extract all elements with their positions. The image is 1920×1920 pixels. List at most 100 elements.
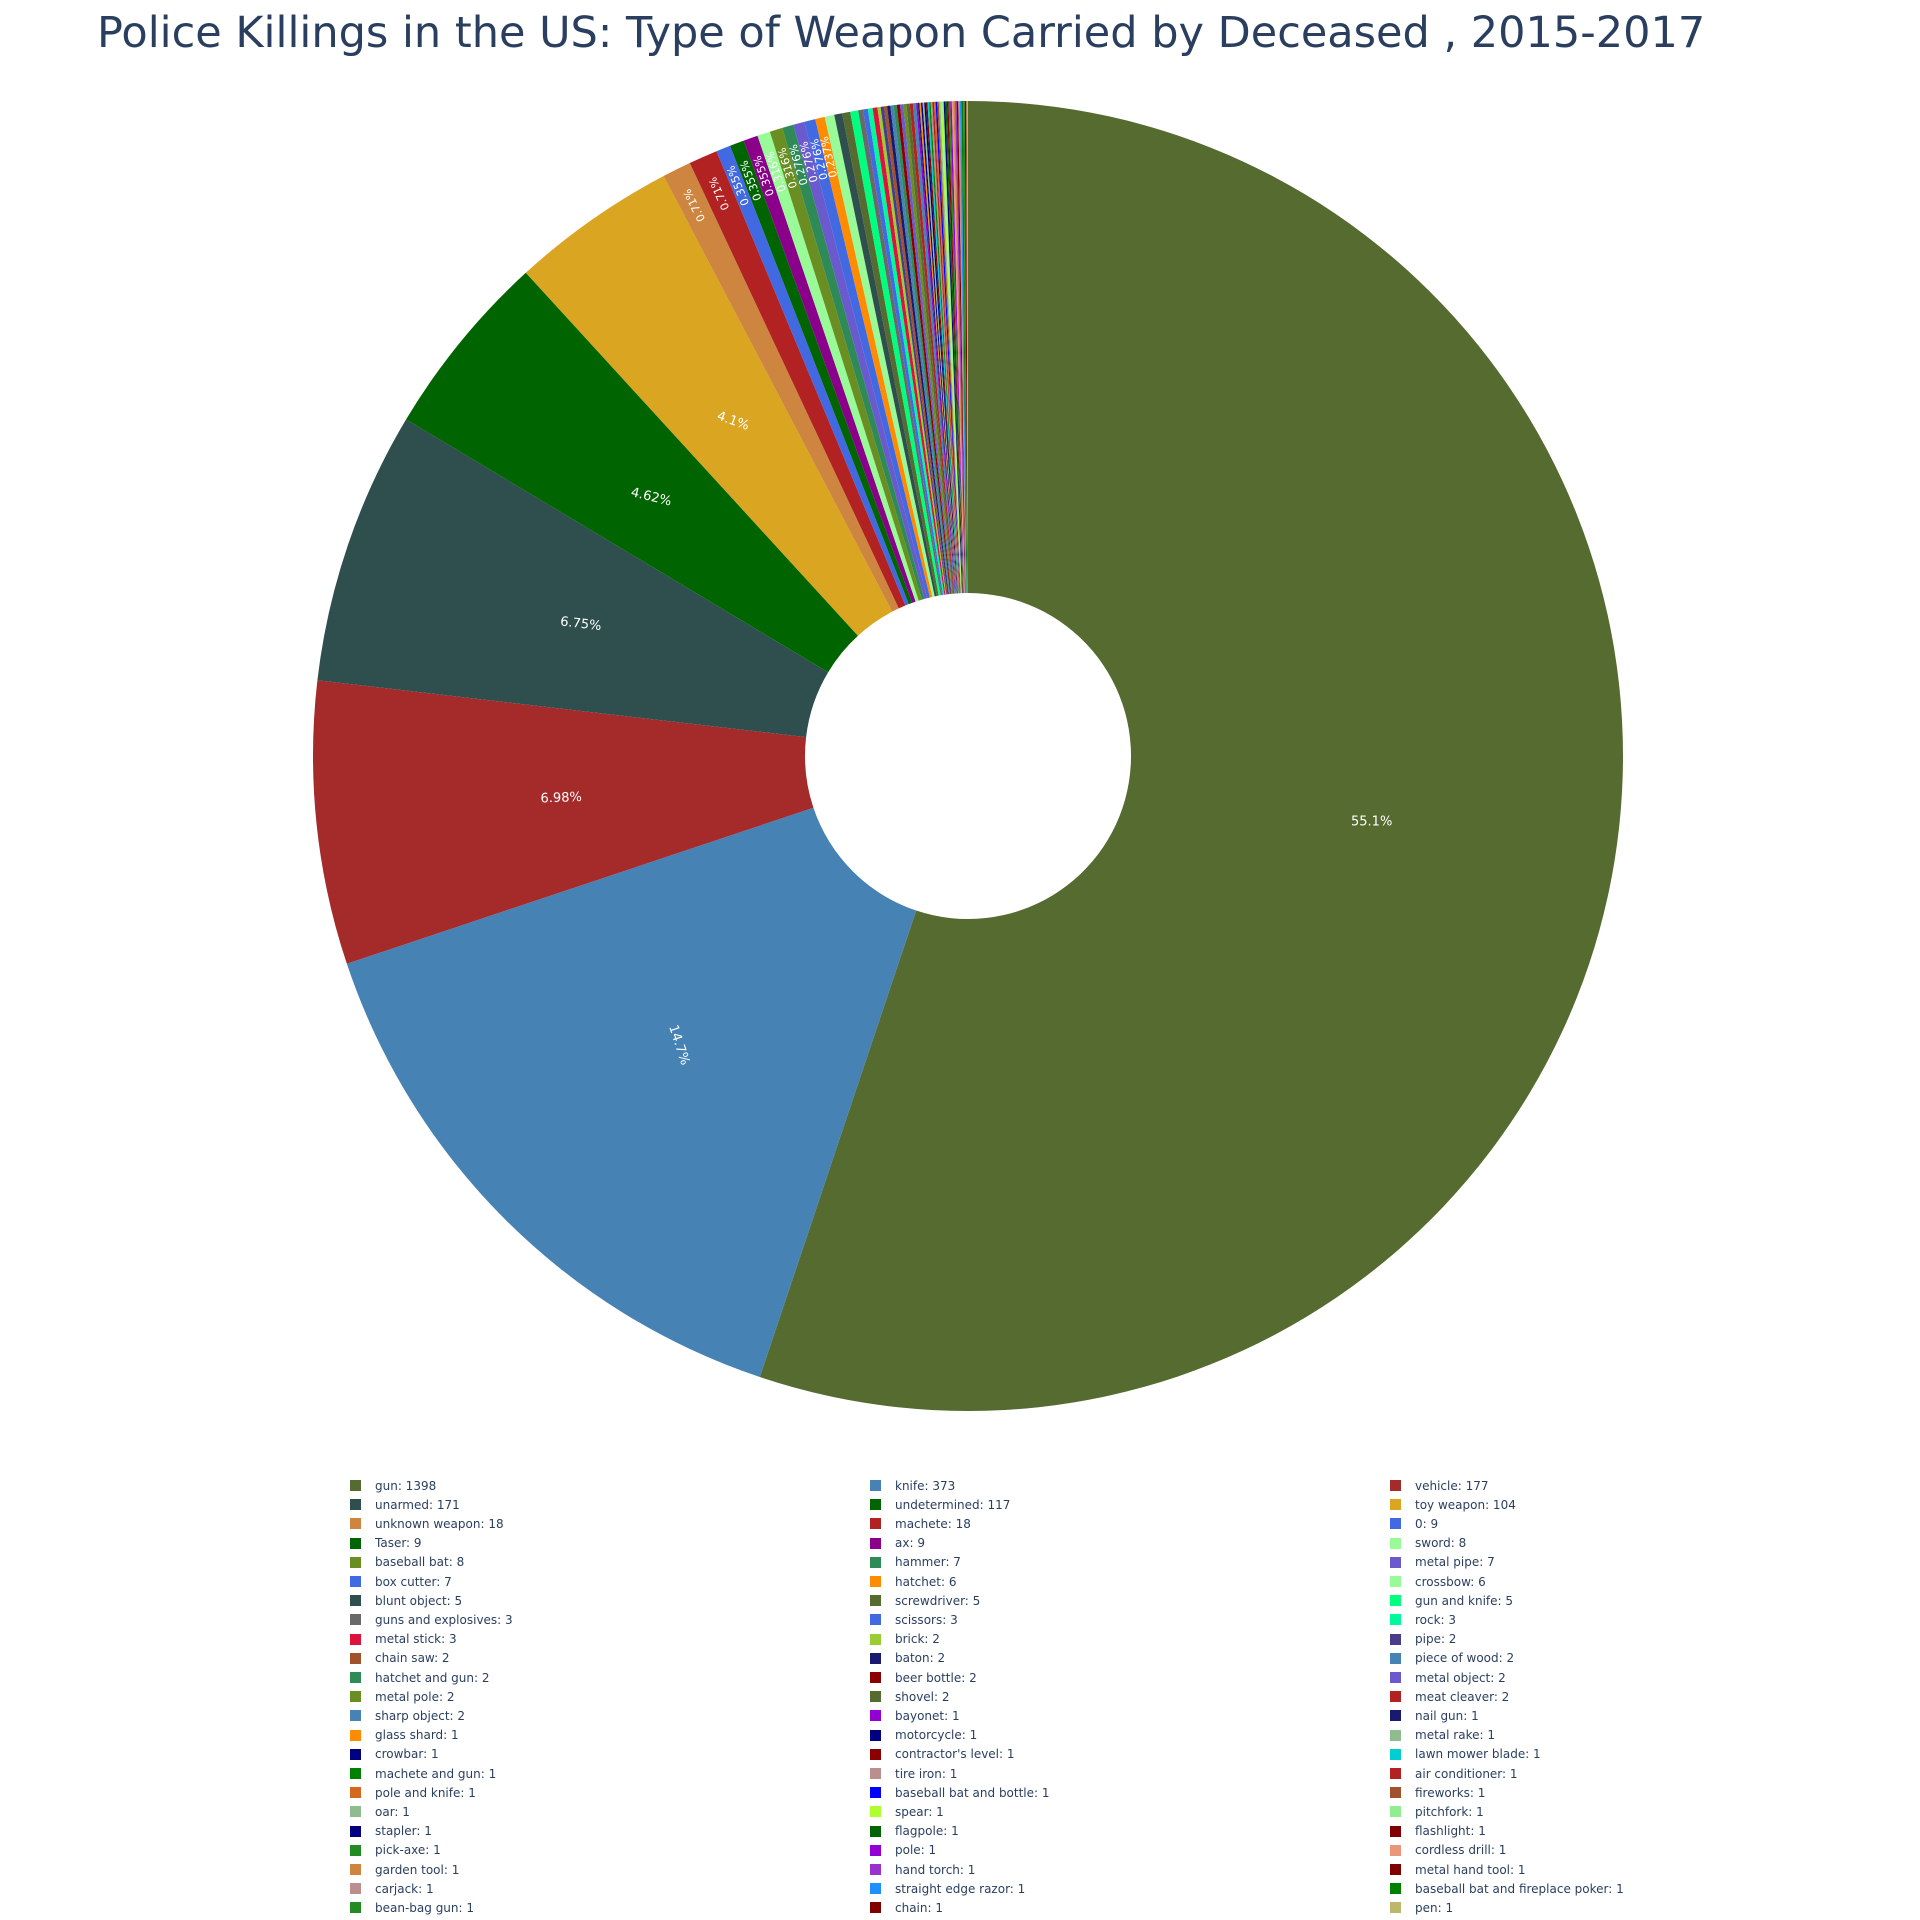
- pie-slice-flashlight[interactable]: [946, 101, 964, 594]
- pie-slice-baseball-bat-and-fireplace-poker[interactable]: [961, 101, 967, 594]
- pie-slice-scissors[interactable]: [862, 108, 944, 596]
- pie-slice-metal-pole[interactable]: [903, 103, 953, 594]
- pie-slice-taser[interactable]: [730, 140, 913, 605]
- pie-slice-crossbow[interactable]: [824, 114, 935, 597]
- pie-slice-carjack[interactable]: [958, 101, 966, 594]
- legend-item-machete[interactable]: machete: 18: [870, 1514, 971, 1533]
- legend-item-0[interactable]: 0: 9: [1390, 1514, 1438, 1533]
- pie-slice-box-cutter[interactable]: [804, 119, 930, 599]
- legend-item-meat-cleaver[interactable]: meat cleaver: 2: [1390, 1687, 1509, 1706]
- legend-item-bean-bag-gun[interactable]: bean-bag gun: 1: [350, 1898, 474, 1917]
- legend-item-pick-axe[interactable]: pick-axe: 1: [350, 1841, 441, 1860]
- legend-item-gun-and-knife[interactable]: gun and knife: 5: [1390, 1591, 1513, 1610]
- pie-slice-pipe[interactable]: [880, 106, 948, 595]
- legend-item-chain[interactable]: chain: 1: [870, 1898, 943, 1917]
- legend-item-knife[interactable]: knife: 373: [870, 1476, 955, 1495]
- pie-slice-pole-and-knife[interactable]: [933, 101, 960, 594]
- pie-slice-metal-pipe[interactable]: [793, 121, 928, 599]
- legend-item-crowbar[interactable]: crowbar: 1: [350, 1745, 439, 1764]
- pie-slice-rock[interactable]: [867, 107, 945, 595]
- legend-item-sword[interactable]: sword: 8: [1390, 1534, 1466, 1553]
- pie-slice-metal-stick[interactable]: [872, 107, 946, 595]
- legend-item-metal-hand-tool[interactable]: metal hand tool: 1: [1390, 1860, 1526, 1879]
- pie-slice-flagpole[interactable]: [945, 101, 963, 594]
- pie-slice-crowbar[interactable]: [924, 102, 958, 594]
- pie-slice-lawn-mower-blade[interactable]: [927, 102, 959, 594]
- legend-item-air-conditioner[interactable]: air conditioner: 1: [1390, 1764, 1518, 1783]
- legend-item-hatchet[interactable]: hatchet: 6: [870, 1572, 956, 1591]
- legend-item-pole-and-knife[interactable]: pole and knife: 1: [350, 1783, 476, 1802]
- pie-slice-bean-bag-gun[interactable]: [963, 101, 968, 594]
- legend-item-box-cutter[interactable]: box cutter: 7: [350, 1572, 452, 1591]
- legend-item-pole[interactable]: pole: 1: [870, 1841, 936, 1860]
- legend-item-sharp-object[interactable]: sharp object: 2: [350, 1706, 465, 1725]
- pie-slice-meat-cleaver[interactable]: [909, 103, 955, 594]
- pie-slice-sword[interactable]: [757, 131, 919, 602]
- legend-item-shovel[interactable]: shovel: 2: [870, 1687, 950, 1706]
- pie-slice-toy-weapon[interactable]: [525, 176, 893, 636]
- legend-item-toy-weapon[interactable]: toy weapon: 104: [1390, 1495, 1516, 1514]
- pie-slice-oar[interactable]: [938, 101, 962, 594]
- pie-slice-cordless-drill[interactable]: [951, 101, 965, 594]
- pie-slice-tire-iron[interactable]: [930, 101, 960, 594]
- legend-item-metal-stick[interactable]: metal stick: 3: [350, 1630, 457, 1649]
- legend-item-cordless-drill[interactable]: cordless drill: 1: [1390, 1841, 1506, 1860]
- legend-item-crossbow[interactable]: crossbow: 6: [1390, 1572, 1486, 1591]
- pie-slice-hand-torch[interactable]: [955, 101, 966, 594]
- pie-slice-garden-tool[interactable]: [953, 101, 965, 594]
- legend-item-undetermined[interactable]: undetermined: 117: [870, 1495, 1010, 1514]
- pie-slice-bayonet[interactable]: [916, 102, 956, 594]
- legend-item-straight-edge-razor[interactable]: straight edge razor: 1: [870, 1879, 1025, 1898]
- pie-slice-gun[interactable]: [759, 101, 1624, 1411]
- pie-slice-pitchfork[interactable]: [942, 101, 962, 594]
- legend-item-spear[interactable]: spear: 1: [870, 1802, 944, 1821]
- legend-item-nail-gun[interactable]: nail gun: 1: [1390, 1706, 1479, 1725]
- legend-item-fireworks[interactable]: fireworks: 1: [1390, 1783, 1485, 1802]
- legend-item-tire-iron[interactable]: tire iron: 1: [870, 1764, 957, 1783]
- pie-slice-unknown-weapon[interactable]: [663, 163, 899, 612]
- legend-item-carjack[interactable]: carjack: 1: [350, 1879, 434, 1898]
- legend-item-blunt-object[interactable]: blunt object: 5: [350, 1591, 462, 1610]
- legend-item-unknown-weapon[interactable]: unknown weapon: 18: [350, 1514, 504, 1533]
- pie-slice-machete-and-gun[interactable]: [929, 102, 959, 594]
- pie-slice-undetermined[interactable]: [406, 272, 858, 673]
- pie-slice-straight-edge-razor[interactable]: [959, 101, 967, 594]
- pie-slice-knife[interactable]: [346, 807, 917, 1378]
- legend-item-pitchfork[interactable]: pitchfork: 1: [1390, 1802, 1484, 1821]
- pie-slice-unarmed[interactable]: [317, 419, 829, 738]
- pie-slice-hatchet[interactable]: [815, 116, 933, 598]
- legend-item-glass-shard[interactable]: glass shard: 1: [350, 1726, 459, 1745]
- pie-slice-metal-rake[interactable]: [922, 102, 958, 594]
- pie-slice-ax[interactable]: [743, 135, 916, 603]
- pie-slice-chain-saw[interactable]: [883, 106, 948, 595]
- pie-slice-metal-hand-tool[interactable]: [956, 101, 966, 594]
- legend-item-motorcycle[interactable]: motorcycle: 1: [870, 1726, 977, 1745]
- legend-item-unarmed[interactable]: unarmed: 171: [350, 1495, 460, 1514]
- pie-slice-metal-object[interactable]: [899, 104, 952, 594]
- pie-slice-motorcycle[interactable]: [920, 102, 957, 594]
- legend-item-pen[interactable]: pen: 1: [1390, 1898, 1453, 1917]
- pie-slice-piece-of-wood[interactable]: [890, 105, 950, 595]
- pie-slice-pen[interactable]: [966, 101, 968, 594]
- pie-slice-sharp-object[interactable]: [912, 103, 956, 594]
- legend-item-metal-pipe[interactable]: metal pipe: 7: [1390, 1553, 1495, 1572]
- pie-slice-blunt-object[interactable]: [834, 113, 937, 597]
- pie-slice-brick[interactable]: [877, 106, 947, 595]
- pie-slice-air-conditioner[interactable]: [932, 101, 960, 594]
- pie-slice-beer-bottle[interactable]: [896, 104, 952, 594]
- pie-slice-nail-gun[interactable]: [917, 102, 956, 594]
- legend-item-stapler[interactable]: stapler: 1: [350, 1822, 432, 1841]
- pie-slice-pick-axe[interactable]: [948, 101, 964, 594]
- legend-item-metal-rake[interactable]: metal rake: 1: [1390, 1726, 1495, 1745]
- pie-slice-0[interactable]: [716, 145, 909, 606]
- legend-item-baseball-bat-and-fireplace-poker[interactable]: baseball bat and fireplace poker: 1: [1390, 1879, 1624, 1898]
- pie-slice-guns-and-explosives[interactable]: [858, 109, 942, 596]
- legend-item-baton[interactable]: baton: 2: [870, 1649, 945, 1668]
- pie-slice-baton[interactable]: [887, 105, 949, 595]
- legend-item-vehicle[interactable]: vehicle: 177: [1390, 1476, 1489, 1495]
- legend-item-bayonet[interactable]: bayonet: 1: [870, 1706, 960, 1725]
- pie-slice-baseball-bat[interactable]: [769, 127, 922, 601]
- legend-item-piece-of-wood[interactable]: piece of wood: 2: [1390, 1649, 1514, 1668]
- legend-item-rock[interactable]: rock: 3: [1390, 1610, 1456, 1629]
- legend-item-chain-saw[interactable]: chain saw: 2: [350, 1649, 450, 1668]
